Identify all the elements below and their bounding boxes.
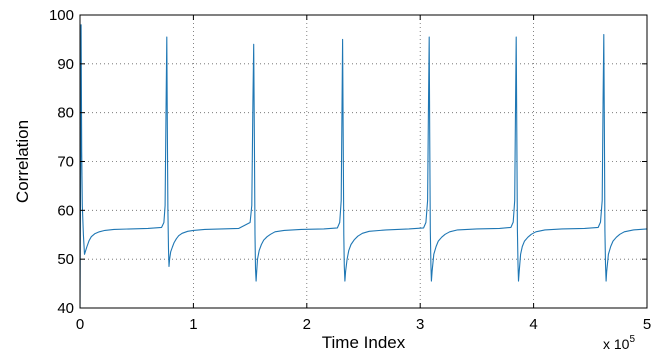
x-tick-label: 2 (303, 316, 311, 333)
x-tick-labels: 0 1 2 3 4 5 (76, 316, 651, 333)
series-layer (80, 24, 647, 308)
y-axis-label: Correlation (13, 120, 32, 203)
y-tick-labels: 40 50 60 70 80 90 100 (49, 7, 74, 317)
y-tick-label: 90 (57, 56, 74, 73)
x-tick-label: 0 (76, 316, 84, 333)
y-tick-label: 50 (57, 251, 74, 268)
y-tick-label: 60 (57, 202, 74, 219)
y-tick-label: 40 (57, 300, 74, 317)
y-tick-label: 80 (57, 105, 74, 122)
y-tick-label: 70 (57, 154, 74, 171)
x-tick-label: 5 (643, 316, 651, 333)
x-axis-multiplier: x 105 (603, 334, 635, 352)
series-line (80, 24, 647, 308)
grid-lines (80, 15, 647, 308)
x-tick-label: 3 (416, 316, 424, 333)
x-axis-multiplier-base: x 10 (603, 336, 630, 352)
x-axis-label: Time Index (322, 333, 406, 352)
axis-ticks (79, 14, 648, 309)
x-axis-multiplier-exponent: 5 (629, 334, 635, 345)
x-tick-label: 4 (529, 316, 537, 333)
y-tick-label: 100 (49, 7, 74, 24)
x-tick-label: 1 (189, 316, 197, 333)
